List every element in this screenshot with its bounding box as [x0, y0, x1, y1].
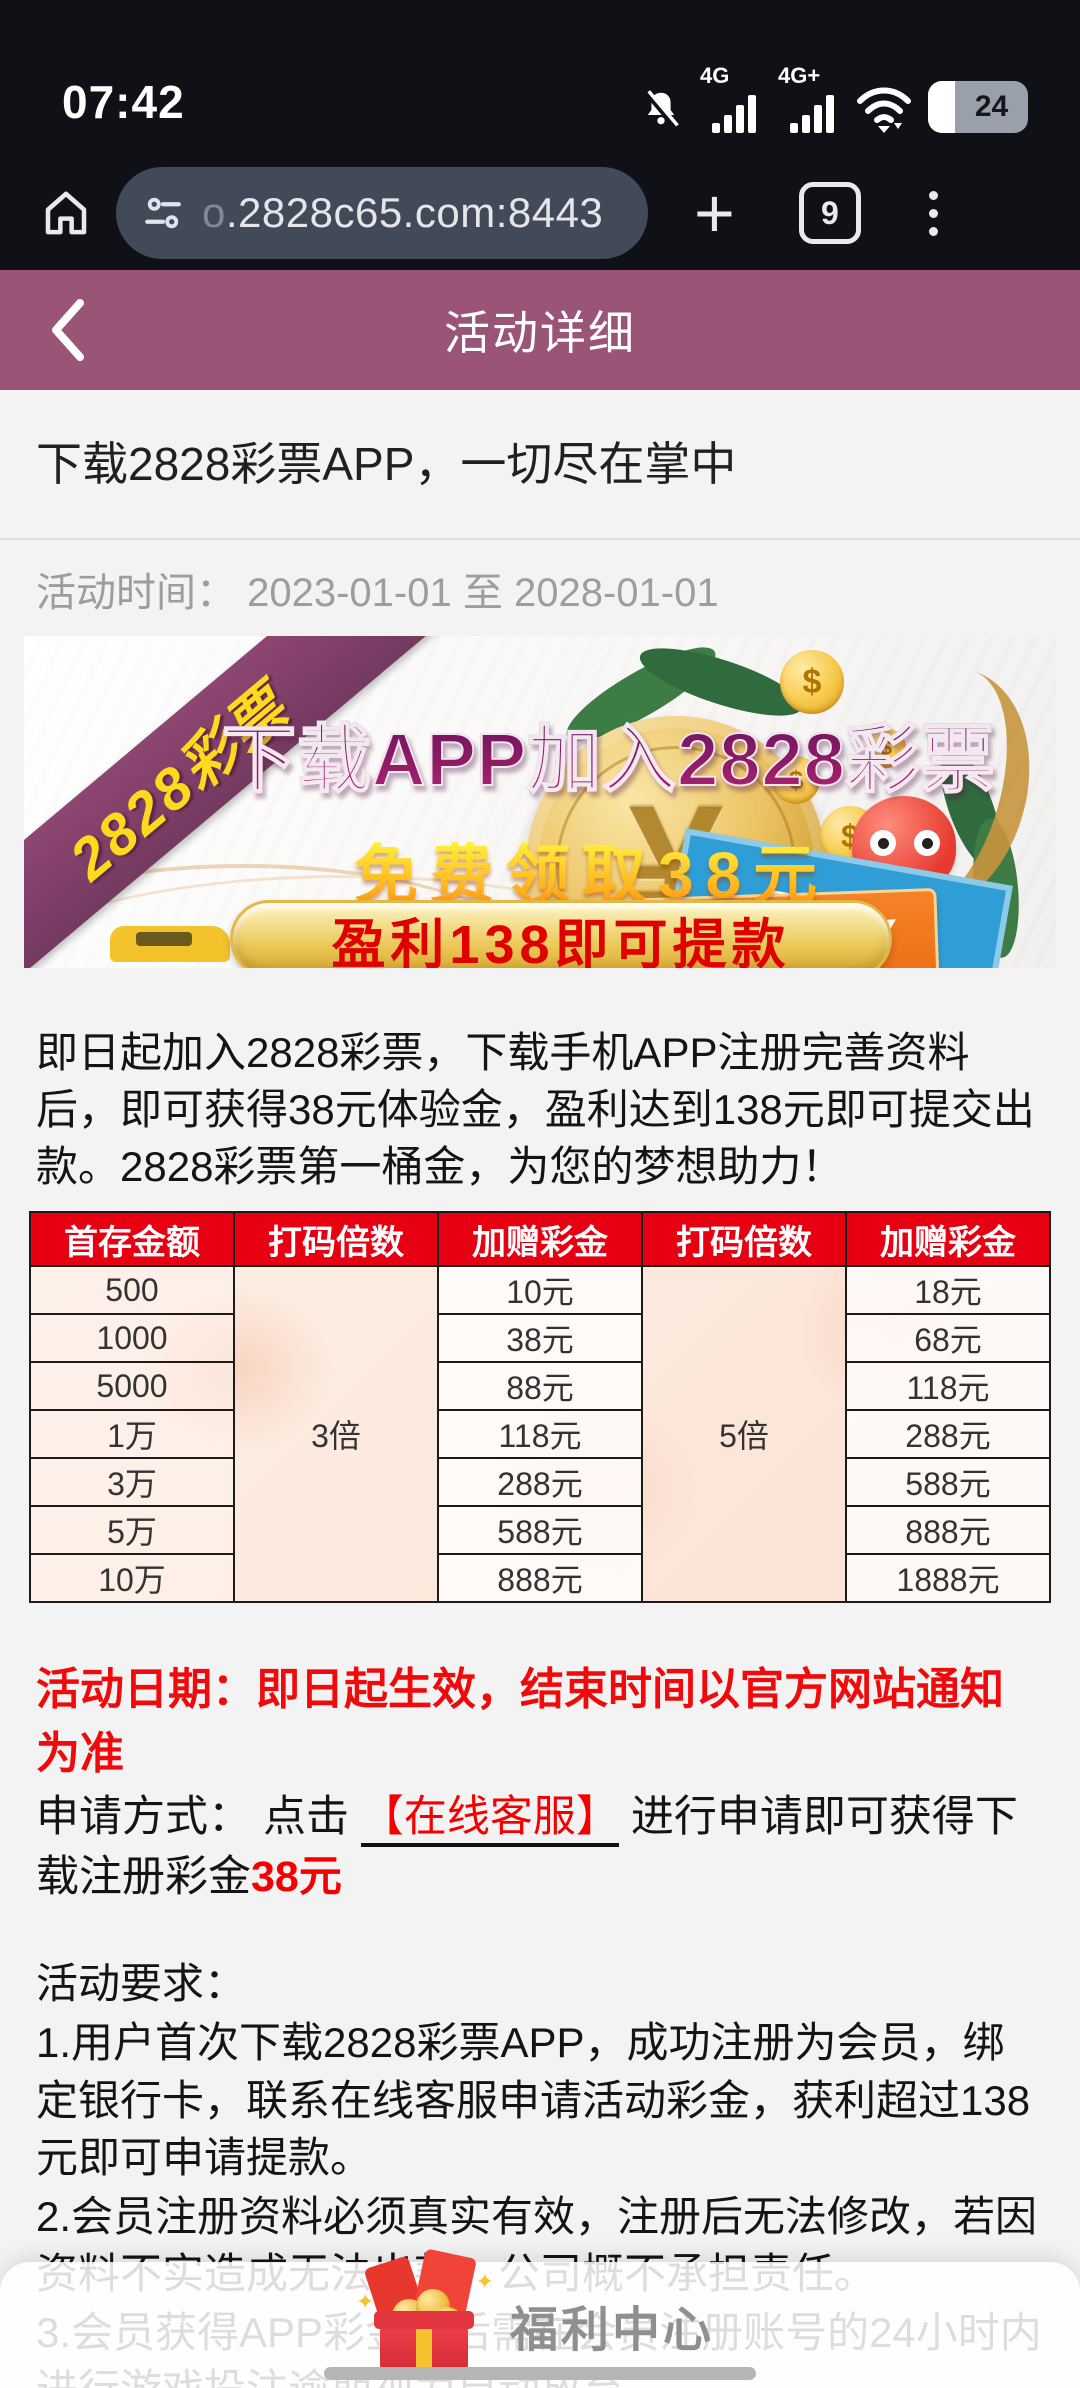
new-tab-button[interactable]: + [694, 174, 735, 252]
cellular-signal-4gplus-icon: 4G+ [778, 65, 840, 139]
requirement-item: 1.用户首次下载2828彩票APP，成功注册为会员，绑定银行卡，联系在线客服申请… [36, 2019, 1031, 2181]
welfare-center-bar[interactable]: ✦ ✦ 福利中心 [0, 2248, 1080, 2388]
decor-arc [24, 864, 554, 968]
col-header: 加赠彩金 [437, 1211, 643, 1268]
gift-box-icon: ✦ ✦ [356, 2248, 494, 2375]
page-header: 活动详细 [0, 270, 1080, 390]
bonus-cell: 588元 [437, 1505, 643, 1556]
network-type-label: 4G+ [778, 63, 821, 88]
gesture-handle-bar[interactable] [324, 2367, 756, 2380]
bonus-table: 首存金额 打码倍数 加赠彩金 打码倍数 加赠彩金 500 3倍 10元 5倍 1… [29, 1211, 1051, 1604]
apply-prefix: 申请方式： 点击 [36, 1793, 349, 1842]
col-header: 打码倍数 [641, 1211, 847, 1268]
multiplier-cell: 5倍 [641, 1265, 847, 1604]
bonus-cell: 888元 [437, 1553, 643, 1604]
activity-time-value: 2023-01-01 至 2028-01-01 [247, 571, 719, 615]
network-type-label: 4G [700, 63, 730, 88]
deposit-cell: 1000 [29, 1313, 235, 1364]
bonus-amount: 38元 [251, 1853, 342, 1902]
apply-method-paragraph: 申请方式： 点击 【在线客服】 进行申请即可获得下载注册彩金38元 [36, 1787, 1044, 1907]
home-icon [45, 191, 87, 235]
url-domain: .2828c65.com:8443 [225, 189, 604, 236]
bonus-cell: 10元 [437, 1265, 643, 1316]
bonus-cell: 88元 [437, 1361, 643, 1412]
page-title: 活动详细 [444, 307, 636, 359]
banner-cta-pill: 盈利138即可提款 [230, 900, 892, 968]
col-header: 打码倍数 [233, 1211, 439, 1268]
bonus-cell: 18元 [845, 1265, 1051, 1316]
tab-count: 9 [820, 194, 839, 231]
deposit-cell: 1万 [29, 1409, 235, 1460]
status-bar: 07:42 4G 4G+ [0, 0, 1080, 170]
decor-arc [24, 875, 724, 968]
cellular-signal-4g-icon: 4G [700, 65, 762, 139]
multiplier-cell: 3倍 [233, 1265, 439, 1604]
apply-suffix: 进行申请即可获得下载注册彩金 [36, 1793, 1018, 1902]
online-service-link[interactable]: 【在线客服】 [360, 1793, 619, 1848]
table-row: 500 3倍 10元 5倍 18元 [29, 1265, 1051, 1604]
status-icons: 4G 4G+ [638, 65, 1028, 139]
wifi-icon [857, 87, 911, 133]
tab-switcher-button[interactable]: 9 [798, 182, 861, 244]
activity-date-notice: 活动日期：即日起生效，结束时间以官方网站通知为准 [36, 1665, 1004, 1779]
promo-banner: ¥ $ $ $ $ $ $ TERY LOTTERY 2828彩票 下载APP加… [24, 636, 1056, 968]
clock: 07:42 [62, 76, 185, 128]
taxi-icon [110, 926, 230, 962]
bonus-cell: 288元 [437, 1457, 643, 1508]
bonus-cell: 288元 [845, 1409, 1051, 1460]
activity-title: 下载2828彩票APP，一切尽在掌中 [36, 438, 737, 490]
activity-time-row: 活动时间： 2023-01-01 至 2028-01-01 [36, 560, 1044, 618]
browser-toolbar: o.2828c65.com:8443 + 9 [0, 167, 1080, 270]
home-button[interactable] [38, 185, 94, 241]
notifications-muted-icon [644, 89, 679, 129]
table-row: 1万 118元 288元 [29, 1409, 1051, 1460]
url-bar[interactable]: o.2828c65.com:8443 [116, 167, 648, 259]
url-faded-prefix: o [202, 189, 226, 236]
coin-icon: $ [866, 728, 906, 768]
battery-percent: 24 [974, 90, 1009, 123]
octopus-mascot-icon [852, 796, 956, 894]
coin-icon: $ [780, 650, 844, 714]
bonus-cell: 68元 [845, 1313, 1051, 1364]
battery-level-fill [928, 81, 955, 133]
table-row: 10万 888元 1888元 [29, 1553, 1051, 1604]
deposit-cell: 5万 [29, 1505, 235, 1556]
welfare-center-label: 福利中心 [509, 2304, 714, 2357]
battery-icon: 24 [928, 81, 1028, 133]
url-text: o.2828c65.com:8443 [202, 189, 603, 237]
bonus-cell: 118元 [437, 1409, 643, 1460]
table-row: 5000 88元 118元 [29, 1361, 1051, 1412]
table-row: 5万 588元 888元 [29, 1505, 1051, 1556]
banner-headline: 下载APP加入2828彩票 [221, 700, 996, 807]
table-row: 1000 38元 68元 [29, 1313, 1051, 1364]
back-chevron-icon [52, 299, 84, 361]
deposit-cell: 3万 [29, 1457, 235, 1508]
site-settings-icon[interactable] [142, 192, 184, 234]
coin-icon: $ [772, 756, 820, 804]
deposit-cell: 10万 [29, 1553, 235, 1604]
deposit-cell: 5000 [29, 1361, 235, 1412]
table-row: 3万 288元 588元 [29, 1457, 1051, 1508]
banner-cta-text: 盈利138即可提款 [331, 914, 791, 969]
col-header: 加赠彩金 [845, 1211, 1051, 1268]
bonus-cell: 1888元 [845, 1553, 1051, 1604]
back-button[interactable] [34, 270, 100, 390]
divider [0, 538, 1080, 540]
bonus-cell: 588元 [845, 1457, 1051, 1508]
bonus-cell: 38元 [437, 1313, 643, 1364]
col-header: 首存金额 [29, 1211, 235, 1268]
bonus-cell: 118元 [845, 1361, 1051, 1412]
activity-time-label: 活动时间： [36, 571, 236, 615]
bonus-cell: 888元 [845, 1505, 1051, 1556]
banner-subheadline: 免费领取38元 [354, 824, 829, 916]
intro-paragraph: 即日起加入2828彩票，下载手机APP注册完善资料后，即可获得38元体验金，盈利… [36, 1029, 1035, 1191]
browser-menu-button[interactable] [923, 185, 944, 242]
requirements-title: 活动要求： [36, 1960, 247, 2008]
deposit-cell: 500 [29, 1265, 235, 1316]
